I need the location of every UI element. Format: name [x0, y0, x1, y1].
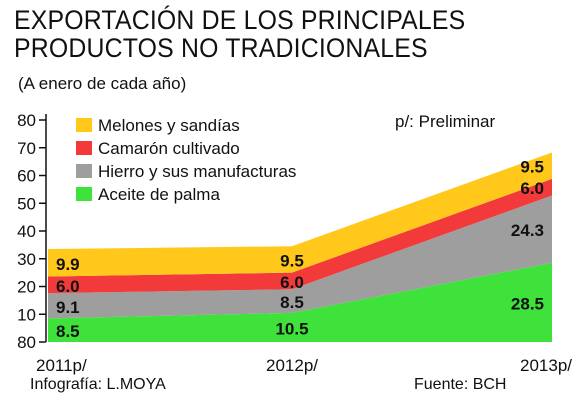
data-label-camaron-cultivado-3: 6.0 — [520, 179, 544, 198]
x-tick-label-2: 2012p/ — [266, 356, 318, 375]
data-source: Fuente: BCH — [414, 376, 507, 393]
y-tick-label-3: 20 — [17, 278, 36, 297]
legend-swatch-melones-y-sandias — [76, 118, 92, 132]
chart-title-line-2: PRODUCTOS NO TRADICIONALES — [14, 33, 428, 63]
y-tick-label-4: 30 — [17, 250, 36, 269]
legend-item-hierro-y-sus-manufacturas: Hierro y sus manufacturas — [76, 162, 296, 182]
legend-label-camaron-cultivado: Camarón cultivado — [98, 139, 240, 158]
data-label-aceite-de-palma-2: 10.5 — [275, 319, 308, 338]
legend-swatch-aceite-de-palma — [76, 187, 92, 201]
area-melones-y-sandias — [48, 152, 552, 277]
data-label-camaron-cultivado-2: 6.0 — [280, 273, 304, 292]
data-label-hierro-y-sus-manufacturas-1: 9.1 — [56, 298, 80, 317]
data-label-melones-y-sandias-3: 9.5 — [520, 158, 544, 177]
infographic-credit: Infografía: L.MOYA — [30, 376, 166, 393]
area-hierro-y-sus-manufacturas — [48, 195, 552, 319]
legend-item-aceite-de-palma: Aceite de palma — [76, 185, 220, 205]
legend-item-melones-y-sandias: Melones y sandías — [76, 116, 240, 136]
chart-subtitle: (A enero de cada año) — [18, 74, 187, 93]
y-tick-label-5: 40 — [17, 222, 36, 241]
legend-label-melones-y-sandias: Melones y sandías — [98, 116, 240, 135]
data-label-melones-y-sandias-1: 9.9 — [56, 255, 80, 274]
preliminary-note: p/: Preliminar — [395, 112, 496, 131]
x-tick-label-3: 2013p/ — [520, 356, 572, 375]
y-tick-label-1: 80 — [17, 333, 36, 352]
y-tick-label-7: 60 — [17, 167, 36, 186]
legend-label-aceite-de-palma: Aceite de palma — [98, 185, 220, 204]
chart-title: EXPORTACIÓN DE LOS PRINCIPALES PRODUCTOS… — [14, 6, 465, 62]
legend-item-camaron-cultivado: Camarón cultivado — [76, 139, 240, 159]
area-camaron-cultivado — [48, 178, 552, 294]
y-tick-label-9: 80 — [17, 111, 36, 130]
y-tick-label-2: 10 — [17, 305, 36, 324]
legend-swatch-camaron-cultivado — [76, 141, 92, 155]
data-label-camaron-cultivado-1: 6.0 — [56, 277, 80, 296]
x-tick-label-1: 2011p/ — [36, 356, 87, 375]
legend-label-hierro-y-sus-manufacturas: Hierro y sus manufacturas — [98, 162, 297, 181]
data-label-aceite-de-palma-1: 8.5 — [56, 322, 80, 341]
y-tick-label-6: 50 — [17, 194, 36, 213]
chart-title-line-1: EXPORTACIÓN DE LOS PRINCIPALES — [14, 5, 466, 35]
legend-swatch-hierro-y-sus-manufacturas — [76, 164, 92, 178]
data-label-hierro-y-sus-manufacturas-2: 8.5 — [280, 293, 304, 312]
area-aceite-de-palma — [48, 262, 552, 342]
data-label-hierro-y-sus-manufacturas-3: 24.3 — [511, 221, 544, 240]
data-label-melones-y-sandias-2: 9.5 — [280, 251, 304, 270]
y-tick-label-8: 70 — [17, 139, 36, 158]
data-label-aceite-de-palma-3: 28.5 — [511, 294, 544, 313]
